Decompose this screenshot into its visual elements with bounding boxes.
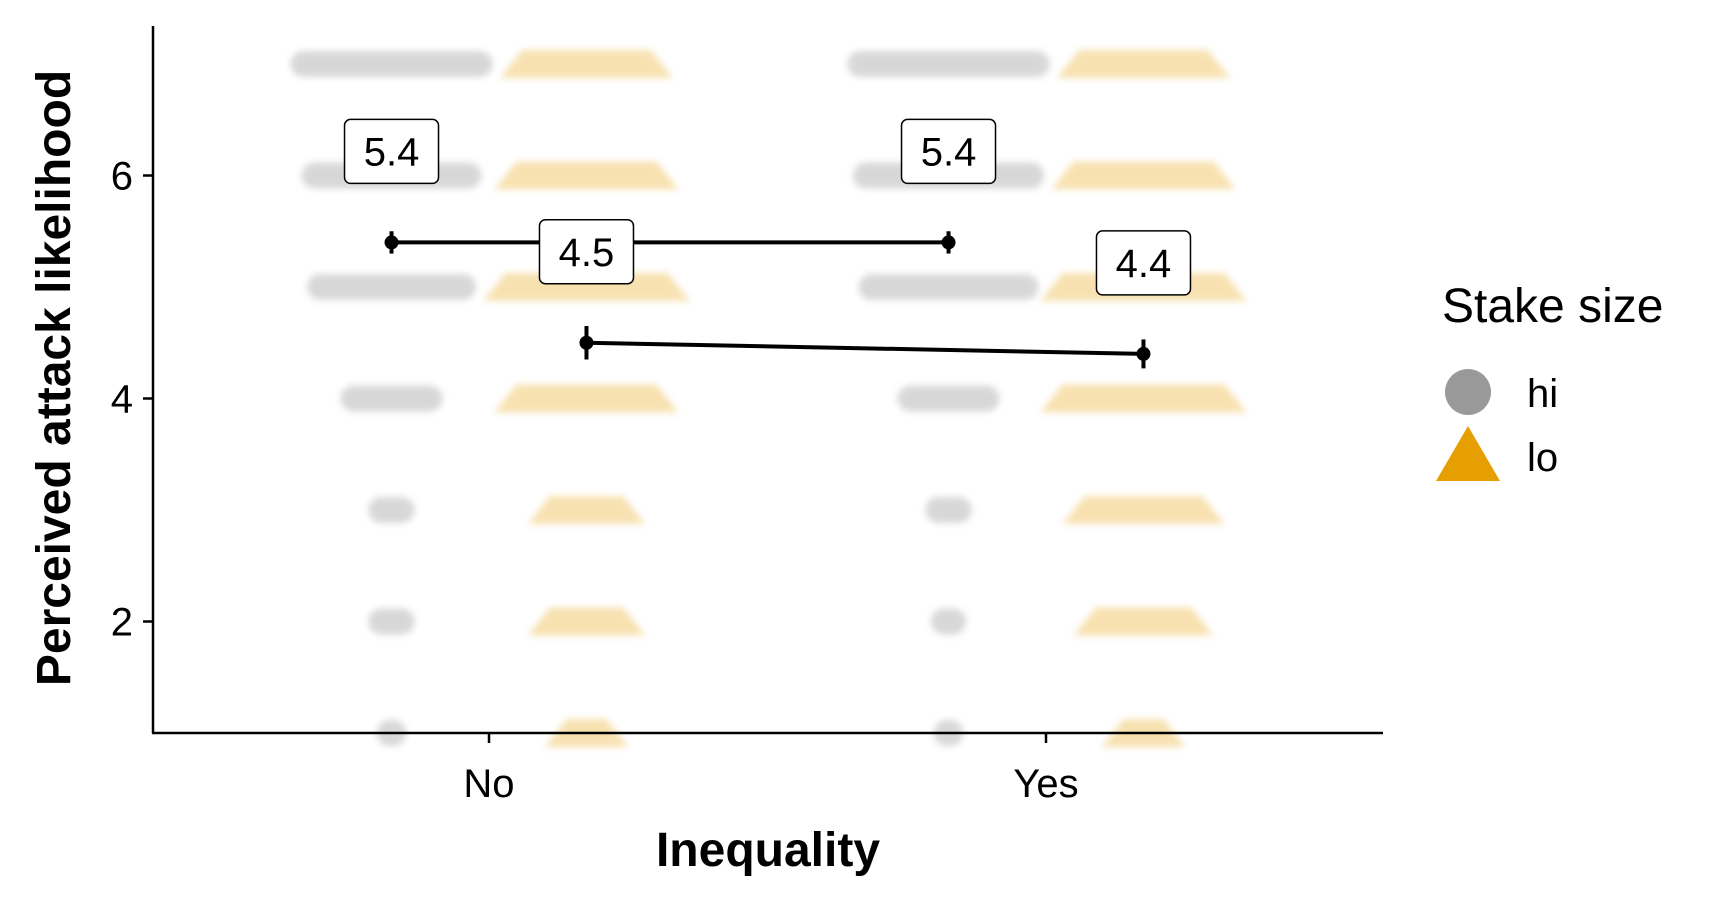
distribution-band-hi (290, 51, 493, 77)
mean-point-hi (384, 235, 399, 250)
distribution-band-lo (1073, 607, 1214, 636)
mean-point-hi (941, 235, 956, 250)
distribution-band-lo (1062, 496, 1225, 524)
legend-title: Stake size (1442, 280, 1663, 333)
data-label: 4.4 (1116, 242, 1172, 286)
y-tick-label: 2 (111, 601, 133, 645)
x-tick-label: No (463, 762, 514, 806)
data-label-box (538, 219, 635, 285)
legend-key-circle-icon (1445, 369, 1491, 415)
legend: Stake size hi lo (1436, 280, 1663, 481)
distribution-band-hi (307, 274, 476, 300)
means-layer (384, 231, 1151, 369)
x-axis-title: Inequality (656, 824, 880, 877)
data-labels-layer: 5.4 5.4 4.5 4.4 (343, 118, 1192, 296)
distribution-band-lo (527, 496, 646, 524)
distribution-band-hi (847, 51, 1050, 77)
distribution-band-lo (1040, 384, 1247, 413)
y-axis-title: Perceived attack likelihood (28, 70, 81, 686)
legend-key-triangle-icon (1436, 426, 1500, 481)
legend-items: hi lo (1436, 369, 1558, 481)
data-label-box (900, 118, 997, 185)
legend-label: hi (1527, 372, 1558, 416)
y-tick-label: 4 (111, 378, 133, 422)
distribution-band-lo (494, 161, 679, 190)
distribution-band-hi (930, 608, 967, 635)
data-label: 5.4 (921, 130, 977, 174)
data-label-box (343, 118, 440, 185)
distribution-band-hi (925, 497, 972, 523)
data-label: 4.5 (559, 231, 615, 275)
distribution-band-lo (1051, 161, 1236, 190)
distribution-band-hi (858, 274, 1039, 300)
distribution-band-lo (483, 273, 690, 301)
distribution-band-lo (500, 50, 673, 78)
axes-layer (151, 26, 1383, 735)
ticks-layer: 2 4 6 No Yes (111, 155, 1079, 807)
y-tick-label: 6 (111, 155, 133, 199)
legend-label: lo (1527, 436, 1558, 480)
distribution-band-lo (527, 607, 646, 636)
mean-point-lo (1136, 346, 1151, 361)
mean-line-lo (586, 340, 1144, 356)
distribution-band-hi (897, 385, 1000, 412)
distribution-band-hi (368, 608, 415, 635)
data-label-box (1095, 230, 1192, 296)
distribution-band-lo (1057, 50, 1230, 78)
data-label: 5.4 (364, 130, 420, 174)
distribution-band-lo (494, 384, 679, 413)
distribution-band-hi (368, 497, 415, 523)
x-tick-label: Yes (1013, 762, 1078, 806)
mean-point-lo (579, 335, 594, 350)
distribution-band-hi (340, 385, 443, 412)
